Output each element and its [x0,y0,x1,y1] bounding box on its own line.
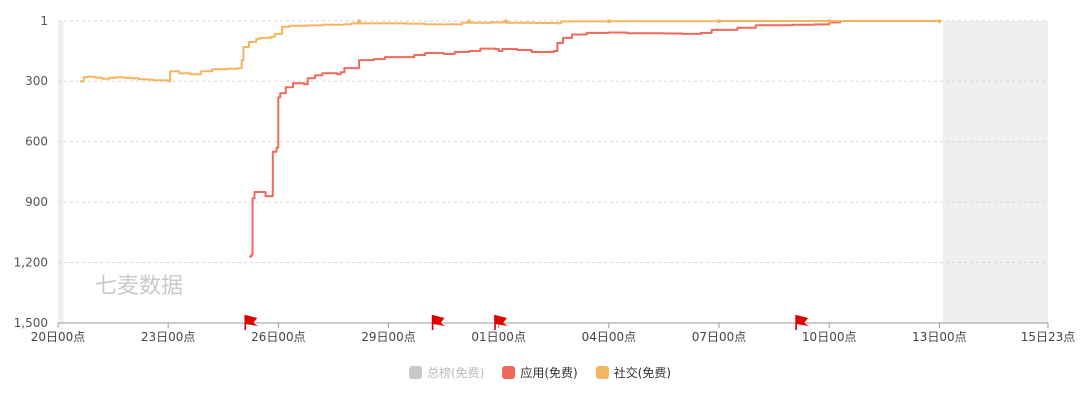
data-point [606,19,611,24]
legend-label-apps: 应用(免费) [520,366,578,380]
x-tick-label: 29日00点 [361,330,416,344]
y-tick-label: 900 [25,195,48,209]
flag-cloth [432,315,446,326]
event-flag-icon [431,315,446,330]
event-flag-icon [494,315,509,330]
legend-item-apps[interactable]: 应用(免费) [502,364,578,381]
x-tick-label: 23日00点 [141,330,196,344]
legend-item-overall[interactable]: 总榜(免费) [408,364,485,381]
leading-band [58,21,64,323]
x-tick-label: 20日00点 [31,330,86,344]
x-tick-label: 15日23点 [1021,330,1076,344]
series-line-1 [249,20,940,258]
data-point [504,19,509,24]
y-tick-label: 300 [25,74,48,88]
flag-cloth [495,315,509,326]
flag-cloth [245,315,259,326]
series-line-2 [80,20,940,83]
flag-cloth [796,315,810,326]
event-flag-icon [795,315,810,330]
legend-label-social: 社交(免费) [613,366,672,380]
x-tick-label: 13日00点 [912,330,967,344]
event-flag-icon [244,315,259,330]
y-tick-label: 1,500 [14,316,48,330]
data-point [827,19,832,24]
legend-swatch-apps [502,366,516,379]
data-point [467,19,472,24]
data-point [717,19,722,24]
y-tick-label: 600 [25,135,48,149]
legend-swatch-overall [408,366,422,379]
x-tick-label: 04日00点 [582,330,637,344]
data-point [357,19,362,24]
legend-item-social[interactable]: 社交(免费) [595,364,672,381]
legend-label-overall: 总榜(免费) [426,366,485,380]
x-tick-label: 10日00点 [802,330,857,344]
data-point [937,19,942,24]
x-tick-label: 26日00点 [251,330,306,344]
legend-swatch-social [595,366,609,379]
no-data-band [943,21,1048,323]
chart-legend: 总榜(免费) 应用(免费) 社交(免费) [0,364,1080,381]
x-tick-label: 01日00点 [471,330,526,344]
y-tick-label: 1,200 [14,256,48,270]
watermark: 七麦数据 [95,274,183,299]
y-tick-label: 1 [40,14,48,28]
x-tick-label: 07日00点 [692,330,747,344]
